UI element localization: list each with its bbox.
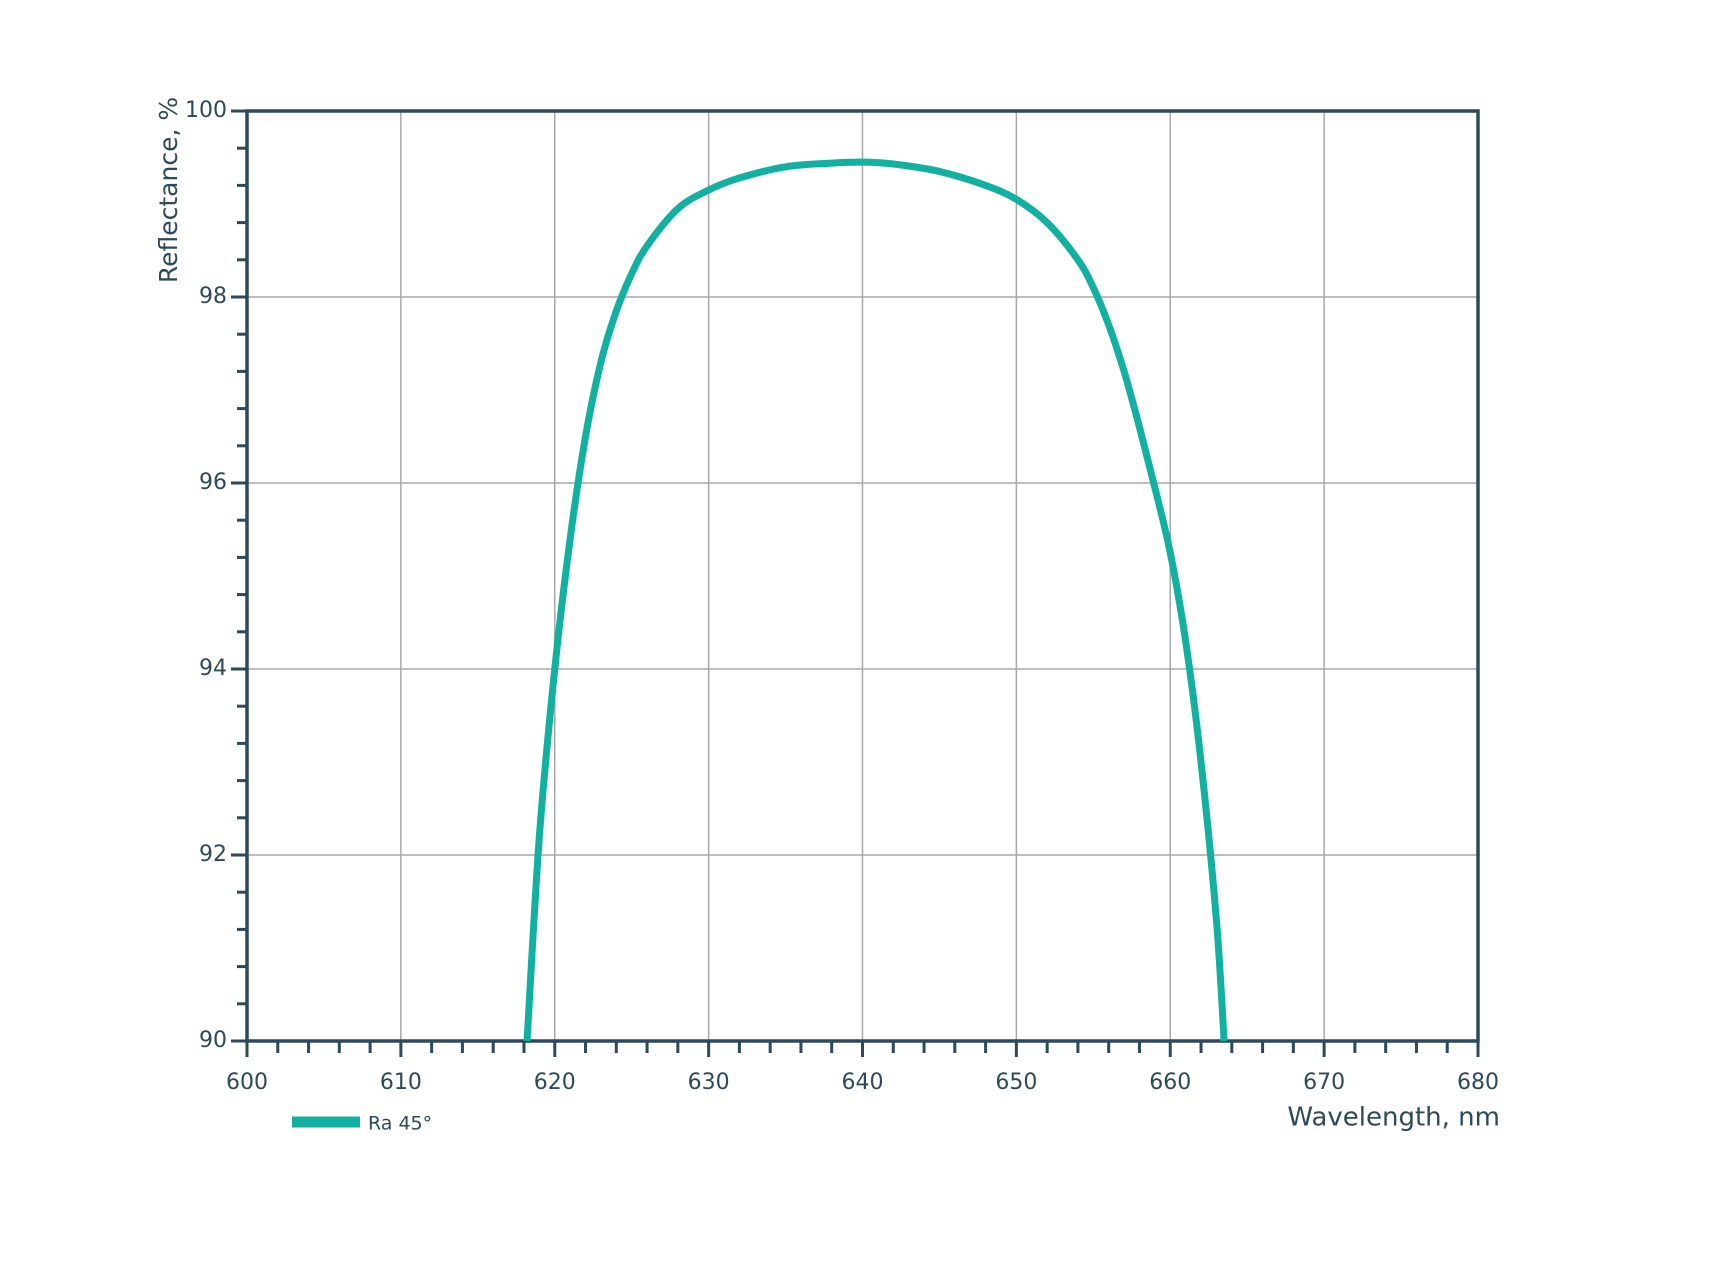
x-tick-label: 660	[1149, 1070, 1191, 1095]
x-tick-label: 640	[842, 1070, 884, 1095]
x-tick-label: 680	[1457, 1070, 1499, 1095]
plot-frame	[245, 109, 1480, 1043]
y-tick-label: 98	[199, 284, 227, 309]
x-tick-label: 670	[1303, 1070, 1345, 1095]
x-tick-label: 610	[380, 1070, 422, 1095]
y-tick-label: 92	[199, 842, 227, 867]
legend-label: Ra 45°	[368, 1113, 432, 1135]
y-axis-label: Reflectance, %	[154, 97, 183, 283]
x-axis-label: Wavelength, nm	[1287, 1103, 1500, 1133]
x-tick-label: 600	[226, 1070, 268, 1095]
y-tick-label: 100	[185, 98, 227, 123]
y-tick-label: 90	[199, 1028, 227, 1053]
y-tick-label: 94	[199, 656, 227, 681]
x-tick-label: 630	[688, 1070, 730, 1095]
x-tick-label: 650	[995, 1070, 1037, 1095]
x-tick-label: 620	[534, 1070, 576, 1095]
y-tick-label: 96	[199, 470, 227, 495]
data-line	[523, 158, 1228, 1042]
